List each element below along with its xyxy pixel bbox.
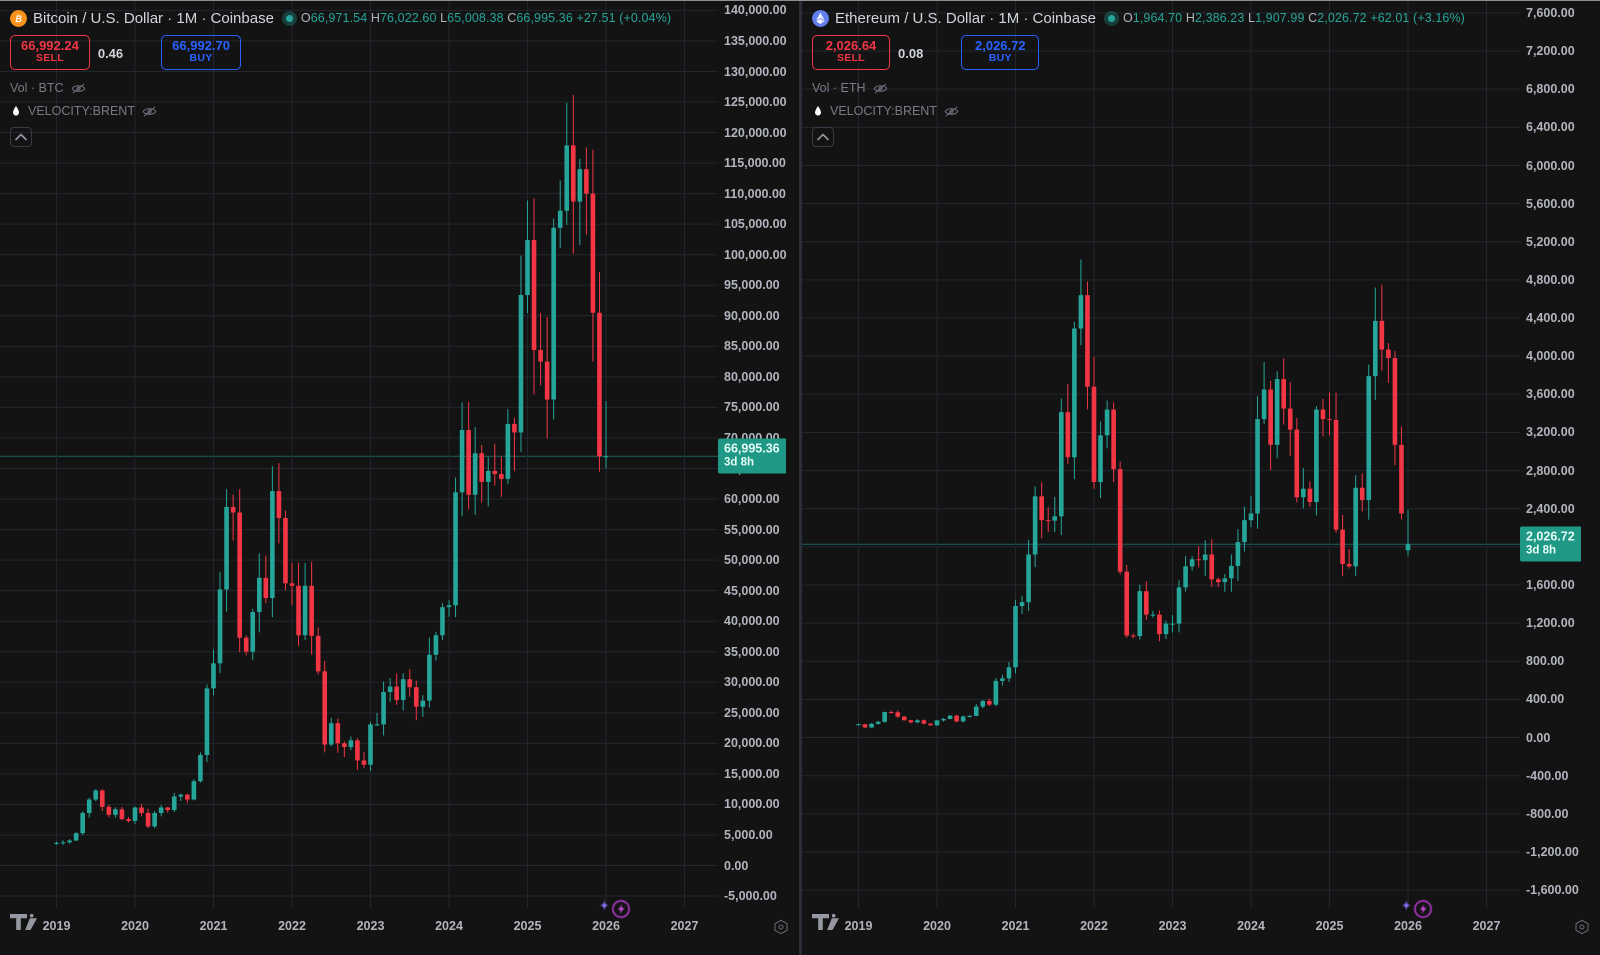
svg-text:B: B [15, 13, 22, 23]
